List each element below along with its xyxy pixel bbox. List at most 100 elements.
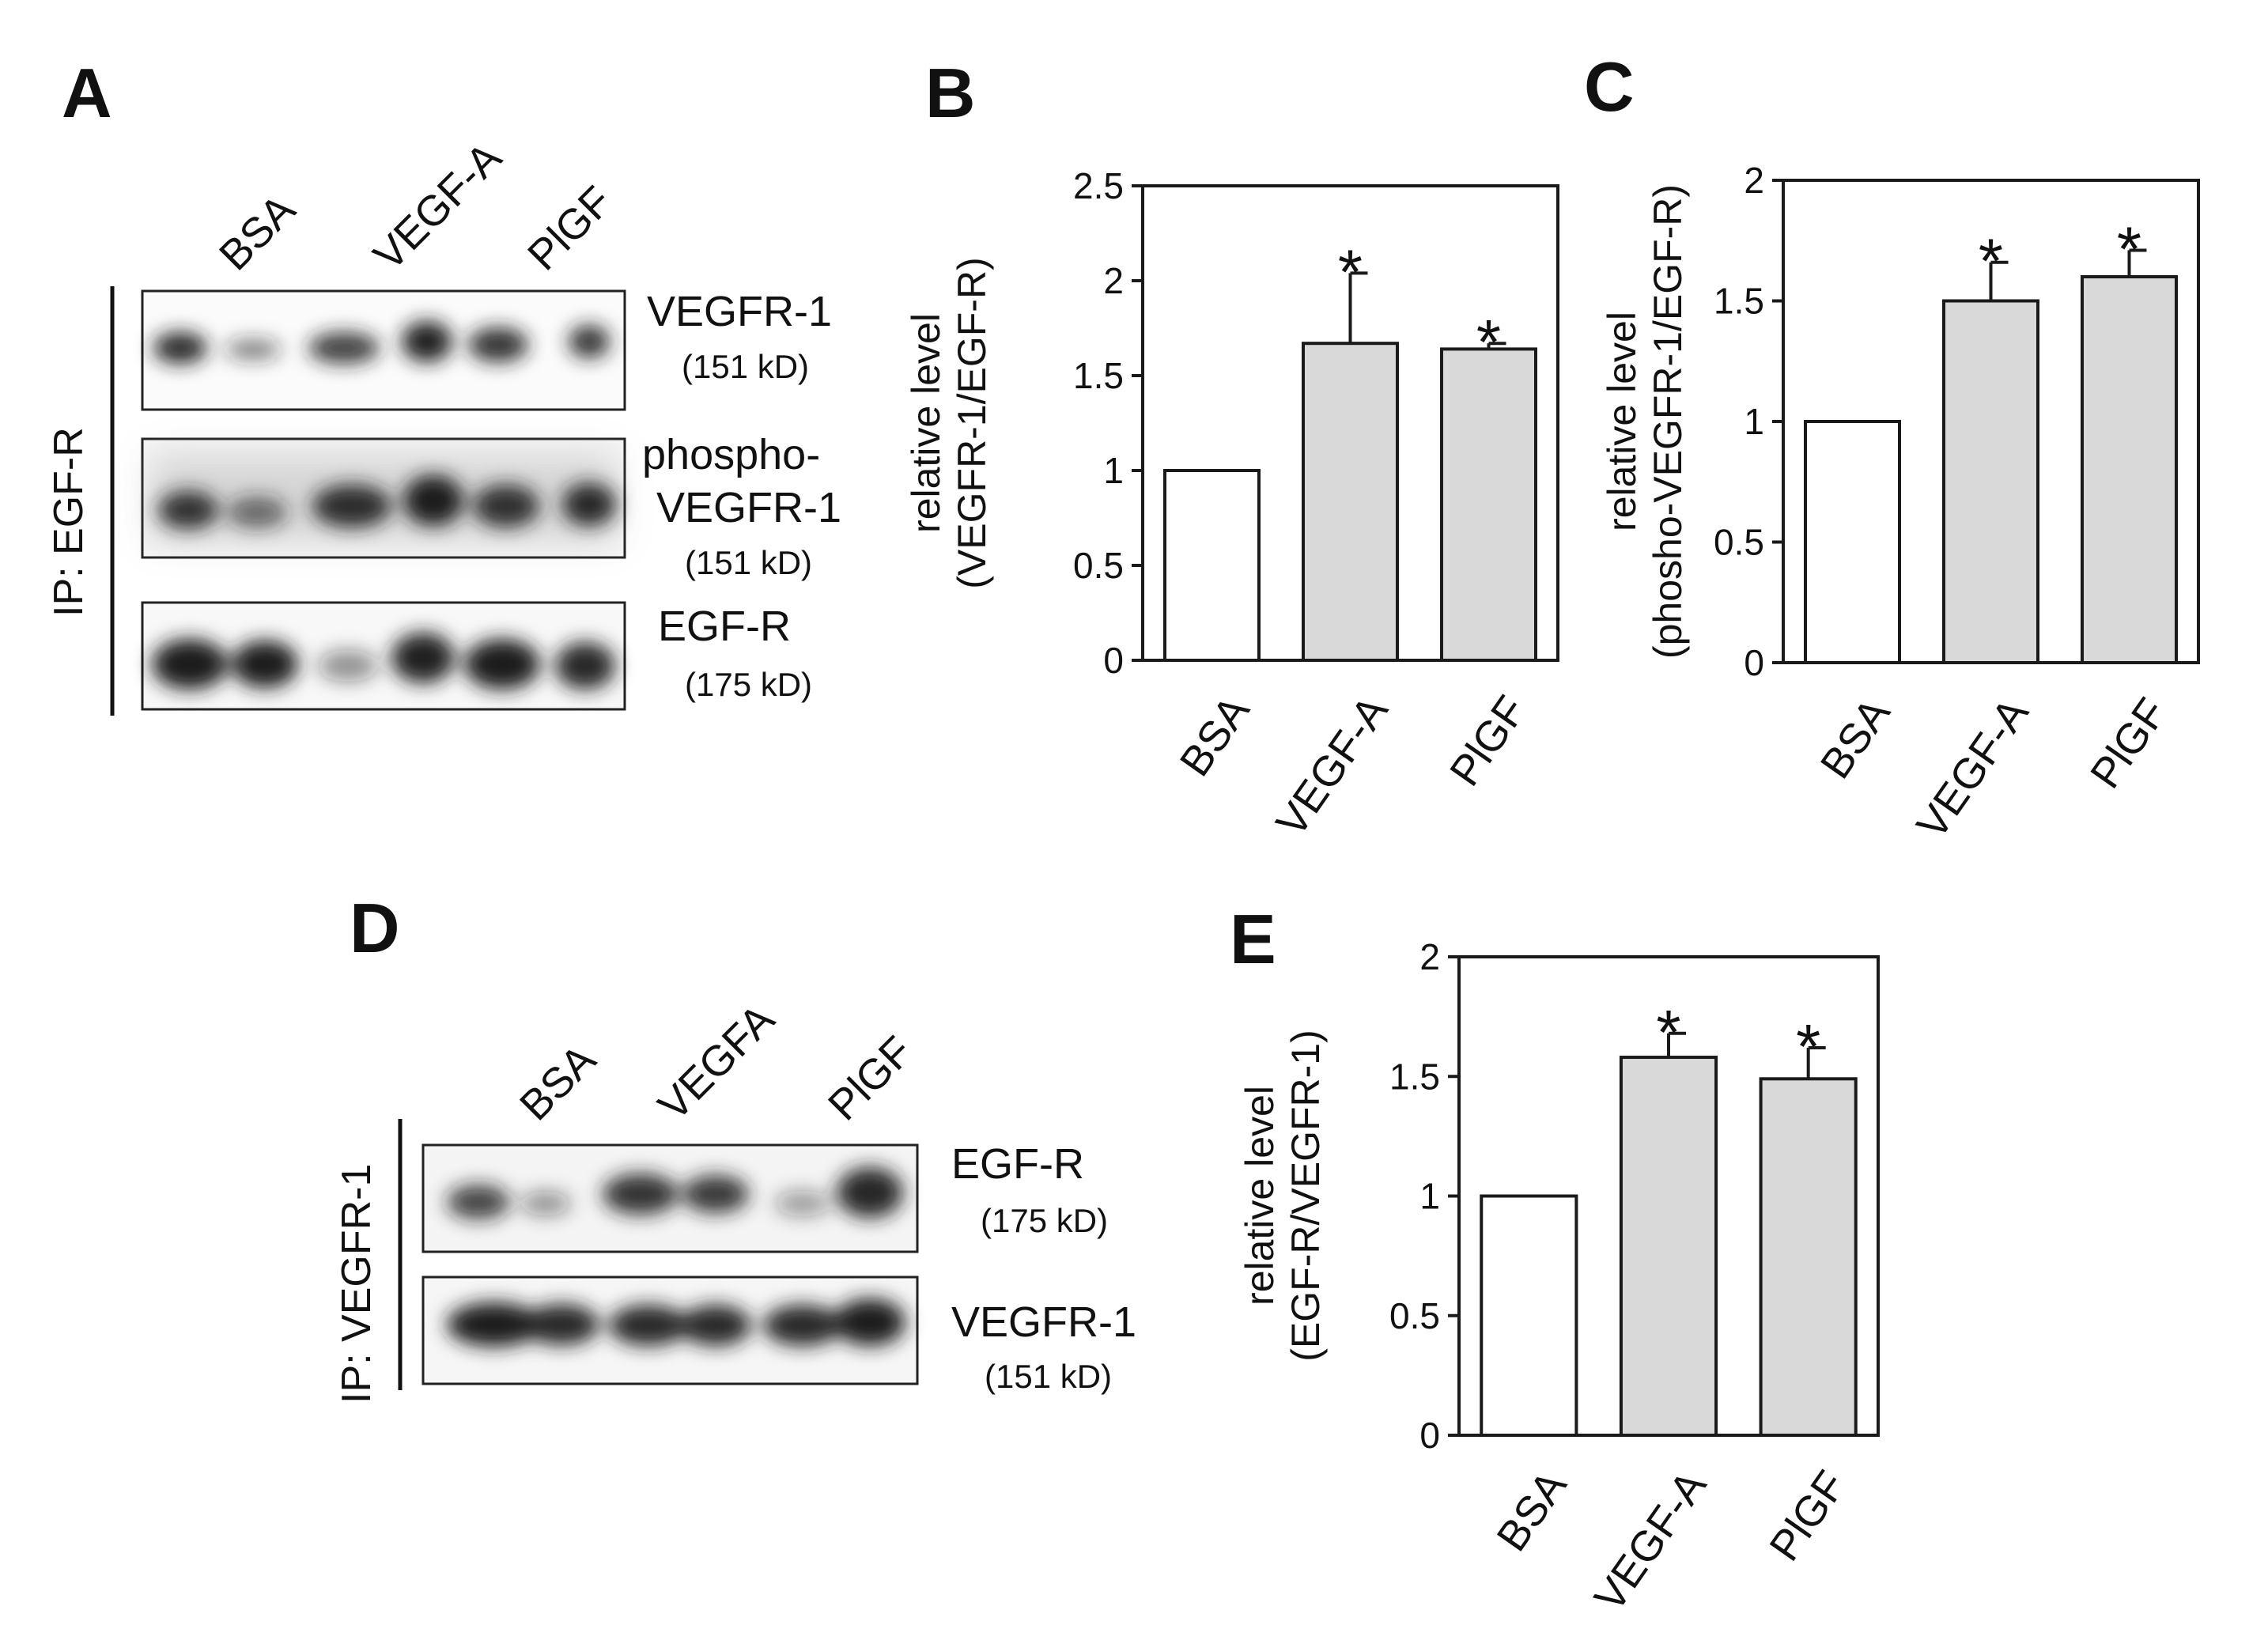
panel-e: E 0 0.5 1 1.5 2 relative level(EGF-R/VEGFR-1)… xyxy=(1230,900,1880,1620)
y-tick-label: 2 xyxy=(1744,160,1764,201)
panel-c: C 0 0.5 1 1.5 2 relative level(phosho-VEGFR-1… xyxy=(1584,47,2200,848)
band xyxy=(520,1192,571,1215)
band xyxy=(473,485,539,527)
bar xyxy=(1440,347,1537,662)
category-label: VEGF-A xyxy=(1907,690,2037,847)
significance-star: * xyxy=(2117,214,2141,284)
blot-egfr-a xyxy=(141,601,626,711)
lane-label-bsa-a: BSA xyxy=(210,186,304,280)
panel-letter-b: B xyxy=(925,54,976,132)
significance-star: * xyxy=(1476,307,1501,377)
category-label: PlGF xyxy=(1760,1462,1855,1569)
y-tick-label: 0 xyxy=(1419,1415,1440,1456)
category-label: BSA xyxy=(1812,690,1899,787)
band xyxy=(834,1298,905,1346)
lane-label-bsa-d: BSA xyxy=(511,1036,605,1130)
band xyxy=(682,1175,749,1213)
bar xyxy=(1942,299,2039,664)
category-label: VEGF-A xyxy=(1267,687,1397,845)
band xyxy=(391,633,455,683)
bar xyxy=(1163,469,1261,662)
panel-letter-d: D xyxy=(350,889,400,967)
band xyxy=(158,491,218,529)
significance-star: * xyxy=(1796,1011,1820,1082)
band xyxy=(464,639,540,690)
category-label: PlGF xyxy=(2081,690,2176,796)
y-tick-label: 2.5 xyxy=(1073,165,1124,206)
blot-phospho-vegfr1-a xyxy=(141,437,626,559)
band xyxy=(775,1191,830,1216)
y-axis-label: relative level(EGF-R/VEGFR-1) xyxy=(1238,1030,1328,1361)
band xyxy=(225,339,281,360)
y-tick-label: 1.5 xyxy=(1389,1056,1440,1097)
y-tick-label: 1.5 xyxy=(1714,281,1764,322)
y-tick-label: 0 xyxy=(1744,642,1764,683)
kd-label-vegfr1-a: (151 kD) xyxy=(682,348,809,385)
panel-letter-c: C xyxy=(1584,47,1635,126)
kd-label-vegfr1-d: (151 kD) xyxy=(985,1358,1112,1395)
category-label: BSA xyxy=(1171,687,1259,784)
panel-a: A BSA VEGF-A PlGF IP: EGF-R VEGFR-1 (151… xyxy=(46,54,841,716)
band xyxy=(153,332,207,364)
y-tick-label: 2 xyxy=(1103,260,1124,301)
ip-label-d: IP: VEGFR-1 xyxy=(334,1164,380,1404)
band xyxy=(318,650,378,682)
band xyxy=(447,1302,542,1347)
band xyxy=(312,485,391,527)
category-label: BSA xyxy=(1487,1462,1575,1559)
y-axis-label: relative level(phosho-VEGFR-1/EGF-R) xyxy=(1600,184,1690,659)
panel-letter-e: E xyxy=(1230,900,1276,978)
lane-label-vegfa-d: VEGFA xyxy=(649,996,784,1130)
y-axis-label-line1: relative level xyxy=(904,313,948,533)
kd-label-phospho-a: (151 kD) xyxy=(685,544,812,581)
y-tick-label: 1 xyxy=(1419,1176,1440,1217)
band xyxy=(609,1305,688,1346)
y-axis-label-line1: relative level xyxy=(1600,312,1644,531)
bar xyxy=(1759,1077,1858,1438)
y-axis-label-line2: (VEGFR-1/EGF-R) xyxy=(950,257,994,588)
kd-label-egfr-d: (175 kD) xyxy=(981,1202,1108,1239)
bar xyxy=(1619,1056,1718,1438)
bar xyxy=(1804,420,1901,664)
band xyxy=(569,325,610,358)
protein-label-vegfr1-d: VEGFR-1 xyxy=(951,1298,1136,1346)
band xyxy=(837,1167,903,1218)
band xyxy=(227,497,287,528)
significance-star: * xyxy=(1338,236,1363,307)
panel-d: D BSA VEGFA PlGF IP: VEGFR-1 EGF-R (175 … xyxy=(334,889,1136,1404)
protein-label-phospho-vegfr1-a: VEGFR-1 xyxy=(656,484,841,531)
band xyxy=(152,639,228,690)
significance-star: * xyxy=(1979,226,2003,297)
y-axis-label-line2: (EGF-R/VEGFR-1) xyxy=(1283,1030,1328,1361)
bar-chart-b: 0 0.5 1 1.5 2 2.5 relative level(VEGFR-1/EGF-R… xyxy=(904,165,1559,845)
y-tick-label: 1 xyxy=(1103,450,1124,491)
significance-star: * xyxy=(1656,997,1680,1068)
band xyxy=(555,642,615,690)
y-axis-label-line1: relative level xyxy=(1238,1086,1282,1306)
band xyxy=(562,483,616,526)
band xyxy=(468,327,528,362)
band xyxy=(232,641,298,688)
kd-label-egfr-a: (175 kD) xyxy=(685,666,812,703)
y-tick-label: 0.5 xyxy=(1073,545,1124,586)
band xyxy=(308,332,380,364)
blot-vegfr1-d xyxy=(421,1276,919,1385)
bar-chart-e: 0 0.5 1 1.5 2 relative level(EGF-R/VEGFR-1) BS… xyxy=(1238,936,1880,1620)
bar-chart-c: 0 0.5 1 1.5 2 relative level(phosho-VEGFR-1/E… xyxy=(1600,160,2200,848)
lane-label-plgf-d: PlGF xyxy=(819,1027,921,1129)
y-tick-label: 0.5 xyxy=(1714,522,1764,563)
category-label: PlGF xyxy=(1441,687,1536,794)
band xyxy=(603,1173,679,1215)
lane-label-vegfa-a: VEGF-A xyxy=(365,134,511,280)
panel-b: B 0 0.5 1 1.5 2 2.5 relative level(VEGFR-1/EGF… xyxy=(904,54,1559,845)
protein-label-phospho-a: phospho- xyxy=(642,431,820,478)
band xyxy=(447,1185,510,1219)
y-tick-label: 0.5 xyxy=(1389,1295,1440,1336)
y-tick-label: 1.5 xyxy=(1073,355,1124,396)
panel-letter-a: A xyxy=(62,54,112,132)
lane-label-plgf-a: PlGF xyxy=(519,177,621,279)
protein-label-egfr-d: EGF-R xyxy=(951,1140,1084,1188)
y-tick-label: 2 xyxy=(1419,936,1440,977)
band xyxy=(763,1305,842,1346)
